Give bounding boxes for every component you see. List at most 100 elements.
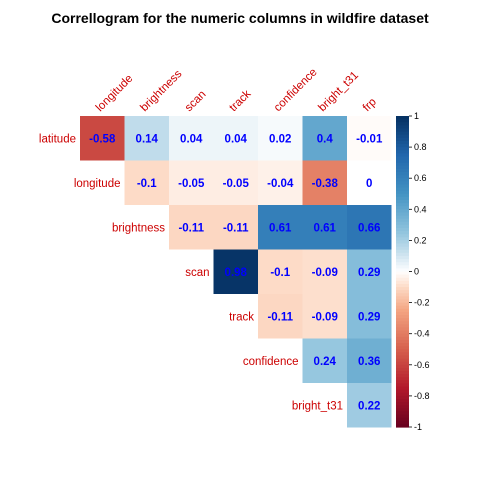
colorbar-tick-label: -1 xyxy=(414,422,422,432)
colorbar-segment xyxy=(396,246,409,251)
column-label: scan xyxy=(183,88,209,114)
colorbar-segment xyxy=(396,386,409,391)
heatmap-cell xyxy=(169,160,214,205)
cell-value-label: -0.11 xyxy=(178,222,204,234)
cell-value-label: -0.09 xyxy=(312,311,338,323)
colorbar-tick-label: 0 xyxy=(414,267,419,277)
cell-value-label: 0.4 xyxy=(317,133,334,145)
heatmap-cell xyxy=(302,205,347,250)
colorbar-tick-label: 0.4 xyxy=(414,204,427,214)
colorbar-segment xyxy=(396,389,409,394)
column-label: track xyxy=(227,88,253,114)
heatmap-cell xyxy=(213,249,258,294)
heatmap-cell xyxy=(302,160,347,205)
colorbar-segment xyxy=(396,181,409,186)
row-label: bright_t31 xyxy=(292,400,343,412)
cell-value-label: -0.1 xyxy=(137,178,157,190)
colorbar-segment xyxy=(396,380,409,385)
heatmap-cell xyxy=(124,160,169,205)
cell-value-label: 0.04 xyxy=(180,133,203,145)
column-label: bright_t31 xyxy=(316,69,361,114)
colorbar-segment xyxy=(396,147,409,151)
colorbar-segment xyxy=(396,299,409,304)
colorbar-segment xyxy=(396,330,409,335)
heatmap-cell xyxy=(302,338,347,383)
heatmap-cell xyxy=(80,116,125,161)
colorbar-segment xyxy=(396,361,409,366)
colorbar-segment xyxy=(396,417,409,422)
colorbar-segment xyxy=(396,237,409,241)
colorbar-segment xyxy=(396,315,409,319)
colorbar-tick-label: -0.4 xyxy=(414,329,430,339)
colorbar-segment xyxy=(396,346,409,350)
cell-value-label: 0.14 xyxy=(136,133,159,145)
colorbar-segment xyxy=(396,339,409,344)
column-label: longitude xyxy=(94,73,135,114)
colorbar-segment xyxy=(396,420,409,425)
colorbar-segment xyxy=(396,178,409,182)
colorbar-segment xyxy=(396,190,409,195)
heatmap-cell xyxy=(302,294,347,339)
colorbar-segment xyxy=(396,402,409,406)
colorbar-segment xyxy=(396,240,409,245)
colorbar-tick-label: -0.6 xyxy=(414,360,430,370)
colorbar-segment xyxy=(396,271,409,276)
heatmap-cell xyxy=(347,116,392,161)
colorbar-segment xyxy=(396,305,409,310)
colorbar-segment xyxy=(396,349,409,353)
colorbar-segment xyxy=(396,116,409,120)
colorbar-segment xyxy=(396,143,409,148)
cell-value-label: -0.38 xyxy=(312,178,339,190)
colorbar-segment xyxy=(396,302,409,307)
colorbar-segment xyxy=(396,162,409,167)
row-label: confidence xyxy=(243,356,299,368)
colorbar-segment xyxy=(396,140,409,145)
colorbar-segment xyxy=(396,134,409,139)
heatmap-cell xyxy=(302,249,347,294)
colorbar-segment xyxy=(396,234,409,238)
cell-value-label: 0.61 xyxy=(269,222,292,234)
heatmap-cell xyxy=(258,160,303,205)
colorbar-tick-label: 0.6 xyxy=(414,173,427,183)
colorbar-segment xyxy=(396,395,409,400)
heatmap-cell xyxy=(347,205,392,250)
row-label: latitude xyxy=(39,133,76,145)
heatmap-cell xyxy=(347,249,392,294)
colorbar-segment xyxy=(396,249,409,254)
cell-value-label: 0.36 xyxy=(358,356,380,368)
cell-value-label: -0.11 xyxy=(223,222,249,234)
colorbar-segment xyxy=(396,119,409,123)
colorbar-segment xyxy=(396,262,409,266)
colorbar-segment xyxy=(396,125,409,130)
colorbar-segment xyxy=(396,231,409,235)
colorbar-segment xyxy=(396,296,409,301)
cell-value-label: 0.61 xyxy=(314,222,337,234)
colorbar-segment xyxy=(396,371,409,375)
colorbar-segment xyxy=(396,153,409,158)
cell-value-label: -0.09 xyxy=(312,267,338,279)
column-label: frp xyxy=(361,96,379,114)
colorbar-segment xyxy=(396,122,409,126)
colorbar-segment xyxy=(396,364,409,369)
colorbar-segment xyxy=(396,343,409,347)
colorbar-segment xyxy=(396,168,409,173)
heatmap-cell xyxy=(347,160,392,205)
colorbar-segment xyxy=(396,227,409,232)
colorbar-segment xyxy=(396,336,409,341)
colorbar-segment xyxy=(396,274,409,279)
colorbar-segment xyxy=(396,150,409,154)
colorbar-segment xyxy=(396,218,409,223)
colorbar-segment xyxy=(396,374,409,378)
colorbar-segment xyxy=(396,206,409,210)
column-label: brightness xyxy=(138,68,184,114)
colorbar-segment xyxy=(396,265,409,269)
colorbar-segment xyxy=(396,367,409,372)
colorbar-segment xyxy=(396,187,409,192)
colorbar-segment xyxy=(396,165,409,170)
colorbar-segment xyxy=(396,408,409,413)
cell-value-label: -0.05 xyxy=(223,178,250,190)
colorbar-segment xyxy=(396,171,409,176)
colorbar-segment xyxy=(396,156,409,161)
